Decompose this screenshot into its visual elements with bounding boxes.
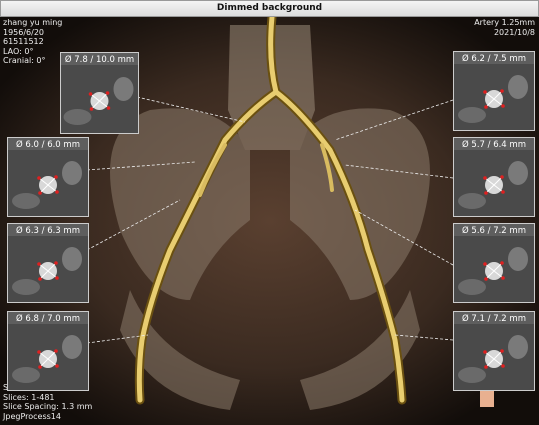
slice-image bbox=[454, 150, 534, 216]
connectors bbox=[86, 96, 454, 344]
diameter-label: Ø 7.1 / 7.2 mm bbox=[462, 314, 526, 324]
slice-image bbox=[454, 324, 534, 390]
cross-section-inset: Ø 6.3 / 6.3 mm bbox=[7, 223, 89, 303]
slice-image bbox=[8, 324, 88, 390]
patient-info: zhang yu ming 1956/6/20 61511512 LAO: 0° Cra… bbox=[3, 18, 62, 66]
info-line: JpegProcess14 bbox=[3, 411, 61, 421]
cross-section-inset: Ø 7.1 / 7.2 mm bbox=[453, 311, 535, 391]
series-info: Artery 1.25mm 2021/10/8 bbox=[474, 18, 535, 37]
cross-section-inset: Ø 6.8 / 7.0 mm bbox=[7, 311, 89, 391]
vessels bbox=[134, 17, 407, 405]
cross-section-inset: Ø 6.0 / 6.0 mm bbox=[7, 137, 89, 217]
diameter-label: Ø 6.3 / 6.3 mm bbox=[16, 226, 80, 236]
viewport bbox=[0, 17, 539, 425]
diameter-label: Ø 6.0 / 6.0 mm bbox=[16, 140, 80, 150]
info-line: Cranial: 0° bbox=[3, 56, 46, 65]
window-title: Dimmed background bbox=[0, 0, 539, 17]
cross-section-inset: Ø 6.2 / 7.5 mm bbox=[453, 51, 535, 131]
slice-image bbox=[454, 236, 534, 302]
info-line: LAO: 0° bbox=[3, 46, 34, 56]
slice-image bbox=[61, 65, 138, 133]
slice-image bbox=[454, 64, 534, 130]
slice-image bbox=[8, 150, 88, 216]
info-line: Artery 1.25mm bbox=[474, 18, 535, 27]
info-line: 2021/10/8 bbox=[493, 27, 535, 37]
info-line: zhang yu ming bbox=[3, 18, 63, 27]
diameter-label: Ø 5.7 / 6.4 mm bbox=[462, 140, 526, 150]
cross-section-inset: Ø 5.7 / 6.4 mm bbox=[453, 137, 535, 217]
info-line: Slice Spacing: 1.3 mm bbox=[3, 402, 93, 411]
info-line: 1956/6/20 bbox=[3, 27, 45, 37]
info-line: 61511512 bbox=[3, 37, 44, 46]
info-line: Slices: 1-481 bbox=[3, 392, 55, 402]
diameter-label: Ø 5.6 / 7.2 mm bbox=[462, 226, 526, 236]
cross-section-inset: Ø 5.6 / 7.2 mm bbox=[453, 223, 535, 303]
diameter-label: Ø 6.8 / 7.0 mm bbox=[16, 314, 80, 324]
cross-section-inset: Ø 7.8 / 10.0 mm bbox=[60, 52, 139, 134]
diameter-label: Ø 6.2 / 7.5 mm bbox=[462, 54, 526, 64]
slice-image bbox=[8, 236, 88, 302]
diameter-label: Ø 7.8 / 10.0 mm bbox=[64, 55, 135, 65]
